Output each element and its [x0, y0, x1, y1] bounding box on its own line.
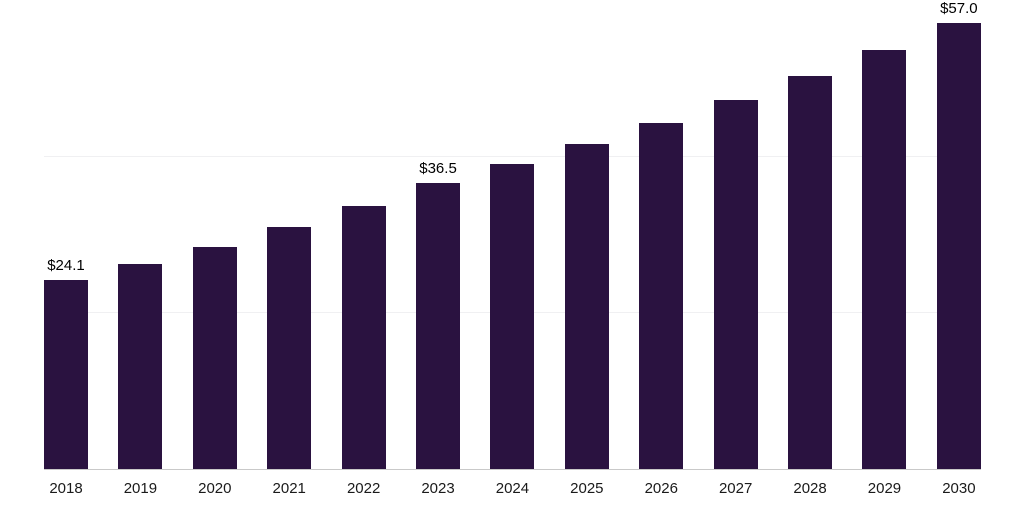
bar-2024	[490, 164, 535, 469]
bar-column-2023: $36.5	[416, 0, 461, 469]
bar-column-2028	[788, 0, 833, 469]
bar-2026	[639, 122, 684, 469]
bar-2023	[416, 183, 461, 469]
bar-column-2030: $57.0	[936, 0, 981, 469]
bar-2020	[192, 246, 237, 469]
bar-column-2019	[118, 0, 163, 469]
x-tick-label-2029: 2029	[867, 480, 902, 497]
bar-column-2024	[490, 0, 535, 469]
bar-column-2022	[341, 0, 386, 469]
x-tick-label-2020: 2020	[198, 480, 232, 497]
bar-column-2021	[267, 0, 312, 469]
bar-value-label-2023: $36.5	[419, 160, 457, 178]
bar-column-2027	[713, 0, 758, 469]
plot-area: $24.1 $36.5 $57.0	[44, 0, 981, 470]
bar-2018	[44, 280, 88, 469]
gridline	[44, 155, 981, 157]
x-tick-label-2025: 2025	[570, 480, 604, 497]
x-tick-label-2030: 2030	[942, 480, 976, 497]
x-axis: 2018 2019 2020 2021 2022 2023 2024 2025 2026 2027…	[44, 480, 981, 497]
bar-column-2029	[862, 0, 907, 469]
bar-2025	[564, 143, 609, 469]
bar-2029	[862, 49, 907, 469]
bar-column-2026	[639, 0, 684, 469]
x-tick-label-2024: 2024	[495, 480, 530, 497]
x-tick-label-2022: 2022	[346, 480, 381, 497]
x-tick-label-2027: 2027	[718, 480, 753, 497]
bar-2022	[341, 205, 386, 469]
bar-2019	[118, 263, 163, 469]
bar-2028	[788, 75, 833, 469]
x-tick-label-2019: 2019	[123, 480, 158, 497]
bar-2027	[713, 100, 758, 469]
bar-column-2018: $24.1	[44, 0, 88, 469]
x-tick-label-2023: 2023	[421, 480, 455, 497]
bar-2030	[936, 23, 981, 469]
bar-2021	[267, 226, 312, 469]
bar-column-2025	[564, 0, 609, 469]
x-tick-label-2026: 2026	[644, 480, 678, 497]
bar-value-label-2030: $57.0	[940, 0, 978, 17]
x-tick-label-2018: 2018	[49, 480, 83, 497]
bar-column-2020	[192, 0, 237, 469]
x-tick-label-2021: 2021	[272, 480, 306, 497]
x-tick-label-2028: 2028	[793, 480, 827, 497]
bars-container: $24.1 $36.5 $57.0	[44, 0, 981, 470]
bar-value-label-2018: $24.1	[47, 257, 85, 275]
